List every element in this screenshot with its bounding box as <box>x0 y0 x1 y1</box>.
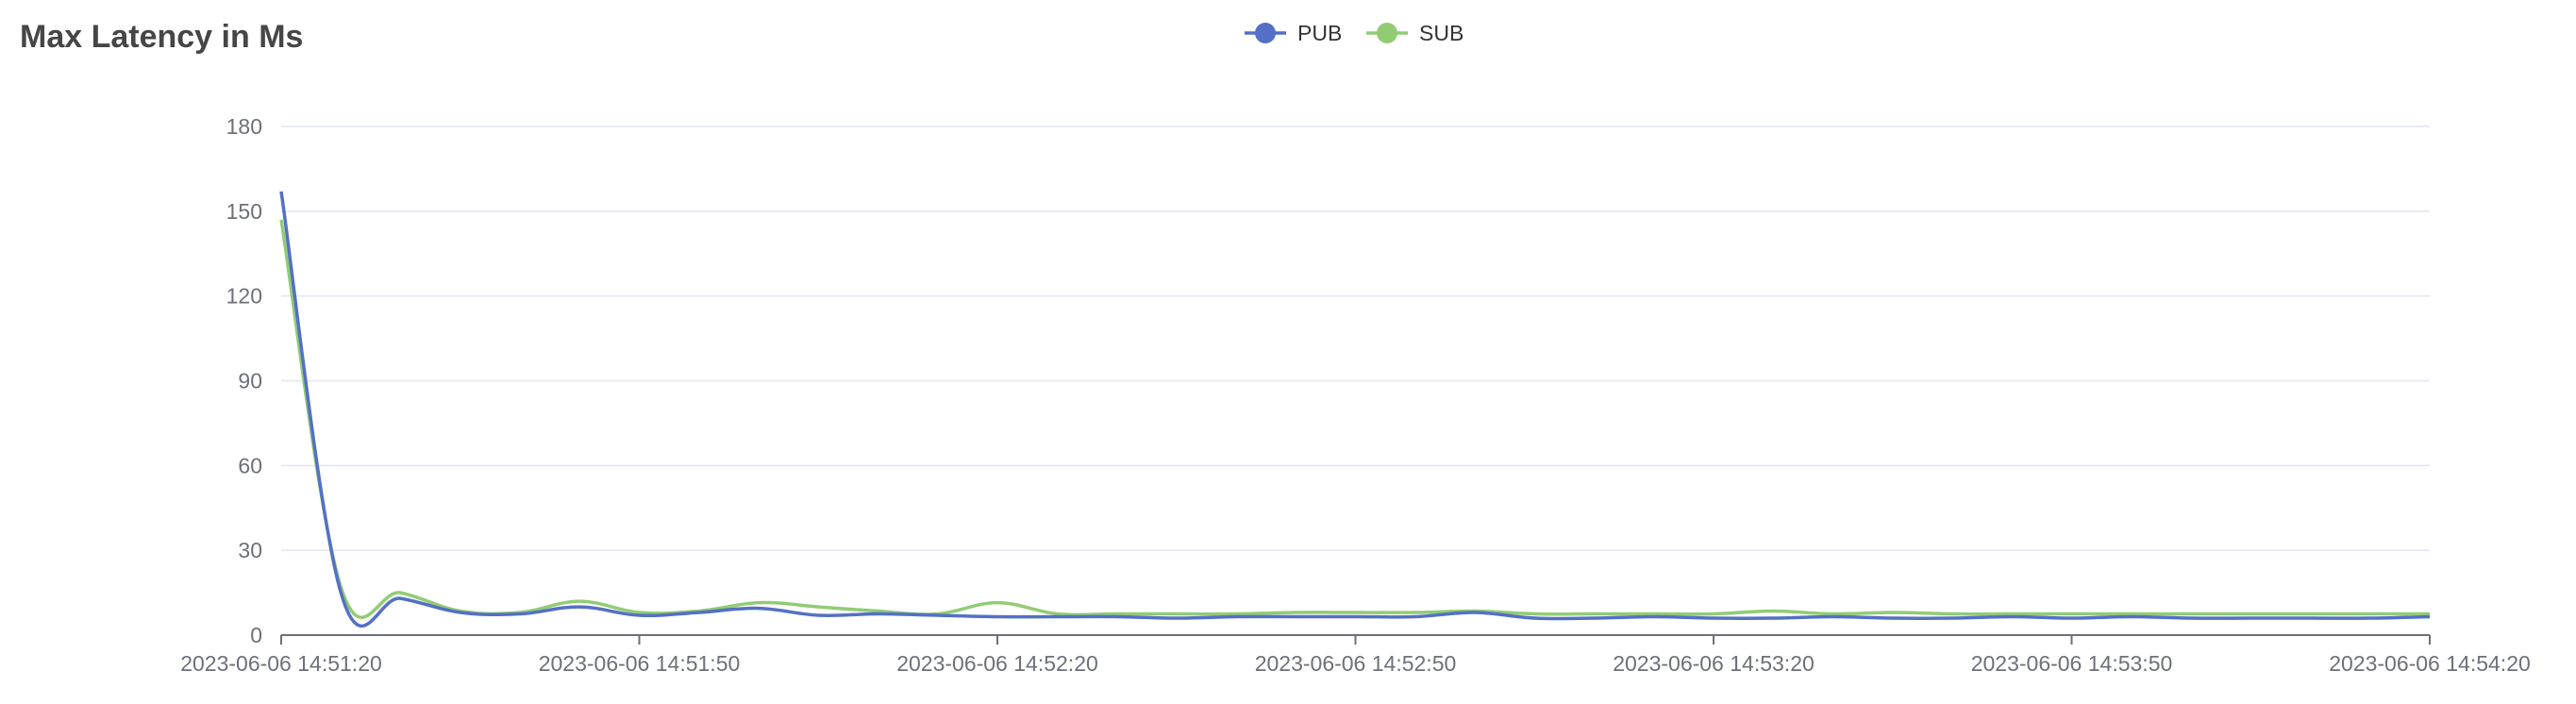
legend-item-pub[interactable]: PUB <box>1245 21 1342 45</box>
y-tick-label: 60 <box>238 453 262 478</box>
x-axis: 2023-06-06 14:51:20 2023-06-06 14:51:50 20… <box>180 634 2531 676</box>
y-tick-label: 180 <box>226 114 262 139</box>
legend-label: SUB <box>1419 21 1464 45</box>
x-tick-label: 2023-06-06 14:54:20 <box>2329 651 2531 676</box>
y-tick-label: 90 <box>238 369 262 394</box>
legend-marker <box>1377 23 1397 43</box>
y-tick-label: 120 <box>226 284 262 309</box>
y-tick-label: 0 <box>250 623 262 647</box>
x-tick-label: 2023-06-06 14:53:20 <box>1613 651 1815 676</box>
legend-label: PUB <box>1297 21 1342 45</box>
series-line-pub[interactable] <box>279 191 2431 629</box>
x-tick-label: 2023-06-06 14:53:50 <box>1971 651 2173 676</box>
legend[interactable]: PUB SUB <box>1245 21 1464 45</box>
y-tick-label: 30 <box>238 538 262 562</box>
legend-marker <box>1255 23 1276 43</box>
x-tick-label: 2023-06-06 14:52:50 <box>1255 651 1457 676</box>
y-axis: 0 30 60 90 120 150 180 <box>226 114 262 647</box>
series-line-sub[interactable] <box>279 219 2430 619</box>
x-tick-label: 2023-06-06 14:52:20 <box>896 651 1098 676</box>
x-tick-label: 2023-06-06 14:51:20 <box>180 651 382 676</box>
y-tick-label: 150 <box>226 199 262 224</box>
legend-item-sub[interactable]: SUB <box>1366 21 1464 45</box>
chart-title: Max Latency in Ms <box>20 19 304 55</box>
series-lines <box>279 191 2431 629</box>
x-tick-label: 2023-06-06 14:51:50 <box>539 651 741 676</box>
grid-lines <box>281 126 2430 551</box>
